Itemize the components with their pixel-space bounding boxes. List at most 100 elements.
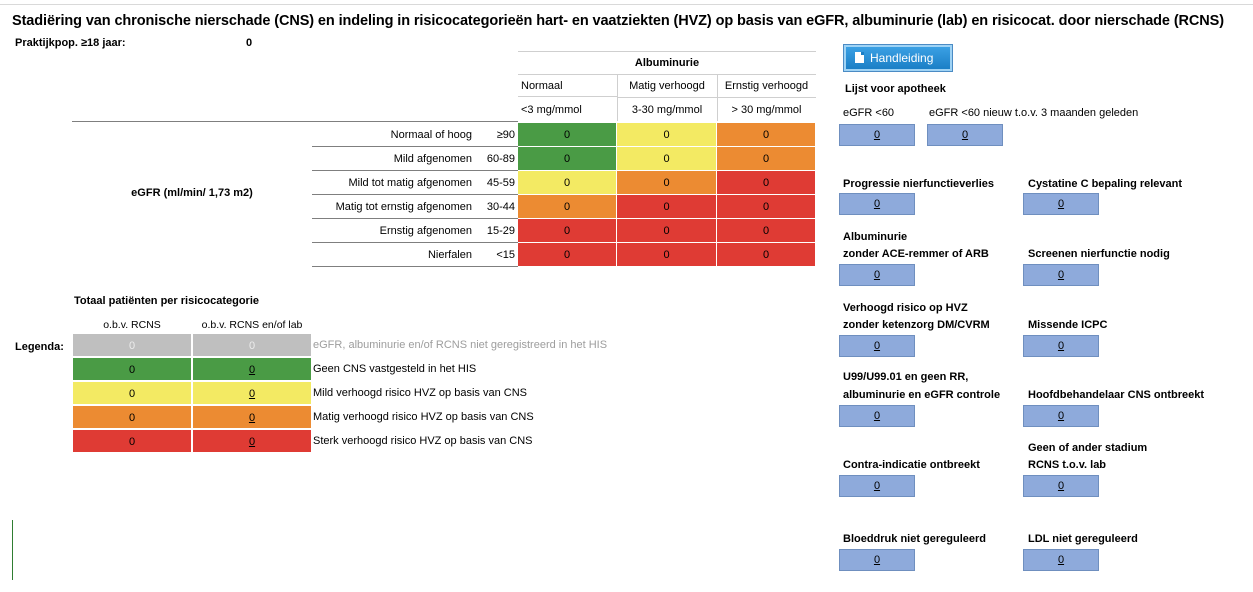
totals-cell-rcns-lab[interactable]: 0 [192,405,312,429]
screenen-value[interactable]: 0 [1023,264,1099,286]
stadium-label-2: RCNS t.o.v. lab [1028,459,1107,471]
matrix-cell[interactable]: 0 [617,219,717,243]
matrix-cell[interactable]: 0 [518,195,617,219]
egfr-row-range: ≥90 [496,129,515,141]
egfr-top-line [72,121,518,122]
ldl-label: LDL niet gereguleerd [1028,533,1138,545]
albuminurie-ace-label-1: Albuminurie [843,231,908,243]
matrix-cell[interactable]: 0 [717,123,816,147]
matrix-cell[interactable]: 0 [518,243,617,267]
legend-text: Mild verhoogd risico HVZ op basis van CN… [313,387,527,399]
hvz-label-1: Verhoogd risico op HVZ [843,302,968,314]
totals-col-rcns-lab: o.b.v. RCNS en/of lab [201,319,303,331]
progressie-label: Progressie nierfunctieverlies [843,178,995,190]
totals-cell-rcns-lab[interactable]: 0 [192,357,312,381]
matrix-cell[interactable]: 0 [617,147,717,171]
totals-cell-rcns-lab[interactable]: 0 [192,429,312,453]
contra-label: Contra-indicatie ontbreekt [843,459,980,471]
egfr-row-divider [312,266,518,267]
albuminuria-header: Albuminurie [518,51,816,75]
egfr-row-divider [312,242,518,243]
col-unit-matig: 3-30 mg/mmol [631,104,703,116]
matrix-cell[interactable]: 0 [518,147,617,171]
egfr-row-label: Matig tot ernstig afgenomen [335,201,472,213]
icpc-label: Missende ICPC [1028,319,1108,331]
legend-label: Legenda: [15,341,64,353]
matrix-cell[interactable]: 0 [518,123,617,147]
totals-cell-rcns: 0 [72,333,192,357]
egfr-row-range: <15 [496,249,515,261]
col-separator [617,75,618,121]
egfr-row-divider [312,146,518,147]
col-header-normaal: Normaal [518,75,617,97]
top-border [0,4,1253,5]
egfr-row-range: 15-29 [486,225,515,237]
col-unit-normaal: <3 mg/mmol [521,104,582,116]
cystatine-label: Cystatine C bepaling relevant [1028,178,1183,190]
legend-text: Sterk verhoogd risico HVZ op basis van C… [313,435,533,447]
u99-label-2: albuminurie en eGFR controle [843,389,1001,401]
albuminurie-ace-label-2: zonder ACE-remmer of ARB [843,248,989,260]
hvz-value[interactable]: 0 [839,335,915,357]
totals-cell-value: 0 [248,388,256,400]
totals-cell-value: 0 [248,436,256,448]
totals-cell-rcns: 0 [72,357,192,381]
matrix-cell[interactable]: 0 [717,219,816,243]
practice-pop-label: Praktijkpop. ≥18 jaar: [15,37,126,49]
totals-cell-value: 0 [248,340,256,352]
albuminurie-ace-value[interactable]: 0 [839,264,915,286]
matrix-cell[interactable]: 0 [518,171,617,195]
col-header-matig: Matig verhoogd [617,75,717,98]
stadium-value[interactable]: 0 [1023,475,1099,497]
egfr-row-divider [312,170,518,171]
matrix-cell[interactable]: 0 [717,243,816,267]
egfr60-value[interactable]: 0 [839,124,915,146]
egfr-label: eGFR (ml/min/ 1,73 m2) [131,187,253,199]
col-unit-ernstig: > 30 mg/mmol [731,104,802,116]
matrix-cell[interactable]: 0 [617,243,717,267]
legend-text: eGFR, albuminurie en/of RCNS niet geregi… [313,339,608,351]
manual-button-label: Handleiding [870,51,934,65]
totals-cell-rcns-lab[interactable]: 0 [192,381,312,405]
legend-text: Geen CNS vastgesteld in het HIS [313,363,477,375]
egfr-row-range: 45-59 [486,177,515,189]
manual-button[interactable]: Handleiding [844,45,952,71]
ldl-value[interactable]: 0 [1023,549,1099,571]
hoofdbehandelaar-value[interactable]: 0 [1023,405,1099,427]
matrix-cell[interactable]: 0 [617,195,717,219]
hoofdbehandelaar-label: Hoofdbehandelaar CNS ontbreekt [1028,389,1205,401]
egfr-row-label: Mild tot matig afgenomen [348,177,472,189]
bloeddruk-label: Bloeddruk niet gereguleerd [843,533,987,545]
matrix-cell[interactable]: 0 [717,147,816,171]
egfr-row-divider [312,194,518,195]
legend-text: Matig verhoogd risico HVZ op basis van C… [313,411,534,423]
u99-value[interactable]: 0 [839,405,915,427]
egfr-row-label: Normaal of hoog [390,129,472,141]
left-edge-marker [12,520,13,580]
matrix-cell[interactable]: 0 [518,219,617,243]
col-separator [717,75,718,121]
egfr-row-label: Mild afgenomen [393,153,472,165]
contra-value[interactable]: 0 [839,475,915,497]
matrix-cell[interactable]: 0 [617,171,717,195]
totals-title: Totaal patiënten per risicocategorie [74,295,260,307]
bloeddruk-value[interactable]: 0 [839,549,915,571]
page-title: Stadiëring van chronische nierschade (CN… [12,13,1224,29]
icpc-value[interactable]: 0 [1023,335,1099,357]
document-icon [855,52,864,63]
egfr-row-divider [312,218,518,219]
egfr60-new-value[interactable]: 0 [927,124,1003,146]
egfr-row-range: 30-44 [486,201,515,213]
totals-cell-rcns: 0 [72,405,192,429]
totals-cell-value: 0 [248,364,256,376]
egfr-row-range: 60-89 [486,153,515,165]
matrix-cell[interactable]: 0 [617,123,717,147]
col-header-ernstig: Ernstig verhoogd [717,75,816,98]
practice-pop-value: 0 [246,37,253,49]
u99-label-1: U99/U99.01 en geen RR, [843,371,969,383]
progressie-value[interactable]: 0 [839,193,915,215]
matrix-cell[interactable]: 0 [717,195,816,219]
cystatine-value[interactable]: 0 [1023,193,1099,215]
matrix-cell[interactable]: 0 [717,171,816,195]
pharmacy-list-title: Lijst voor apotheek [845,83,946,95]
